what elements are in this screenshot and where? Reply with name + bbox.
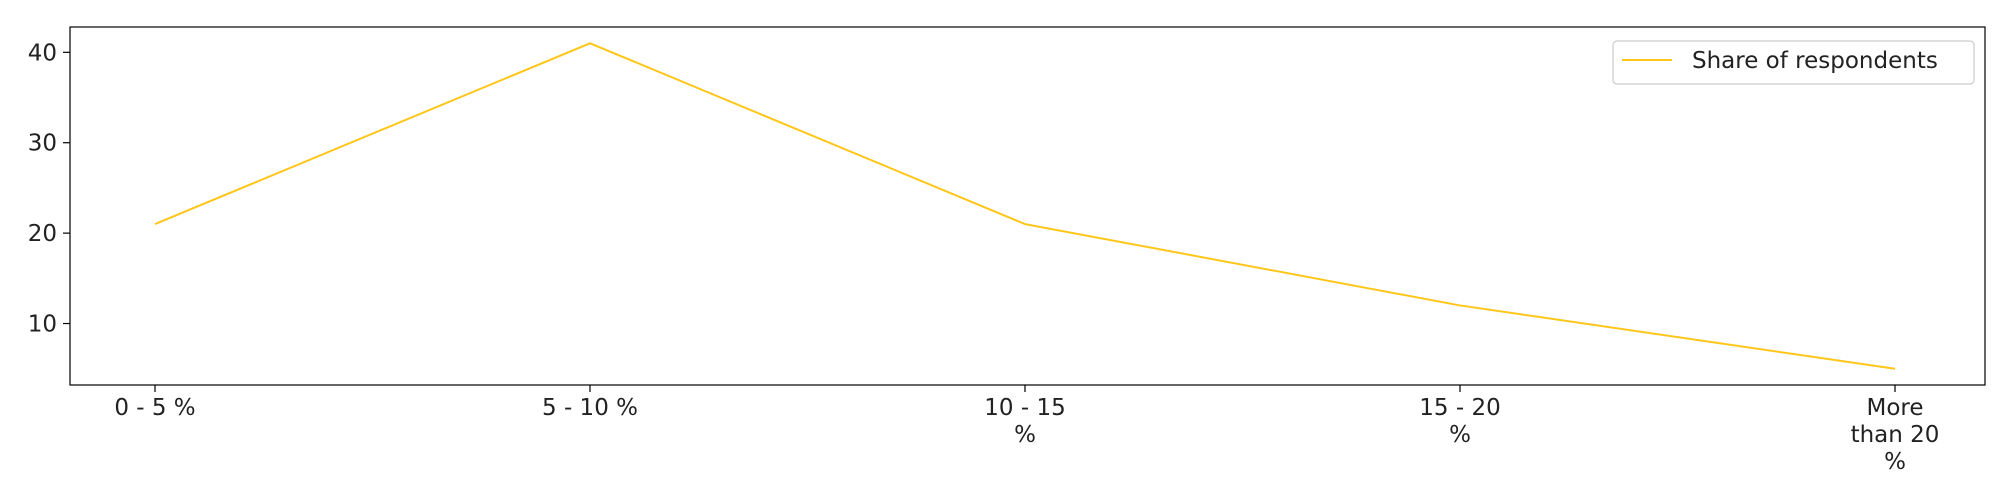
x-axis: 0 - 5 % 5 - 10 % 10 - 15 % 15 - 20 % More than … <box>114 385 1939 475</box>
legend-box <box>1612 40 1975 85</box>
series-line <box>154 42 1896 370</box>
x-tick-label: 10 - 15% <box>984 395 1065 448</box>
x-tick-label: More than 20% <box>1851 395 1940 475</box>
y-axis: 10 20 30 40 <box>28 40 70 338</box>
legend: Share of respondents <box>1612 40 1975 85</box>
x-tick-label: 0 - 5 % <box>114 395 195 421</box>
legend-label: Share of respondents <box>1692 48 1938 74</box>
plot-area-frame <box>69 26 1986 386</box>
series-layer <box>154 42 1896 370</box>
x-tick-label: 15 - 20% <box>1419 395 1500 448</box>
y-tick-label: 30 <box>28 131 57 157</box>
y-tick-label: 40 <box>28 40 57 66</box>
x-tick-label: 5 - 10 % <box>542 395 638 421</box>
y-tick-label: 10 <box>28 312 57 338</box>
y-tick-label: 20 <box>28 221 57 247</box>
